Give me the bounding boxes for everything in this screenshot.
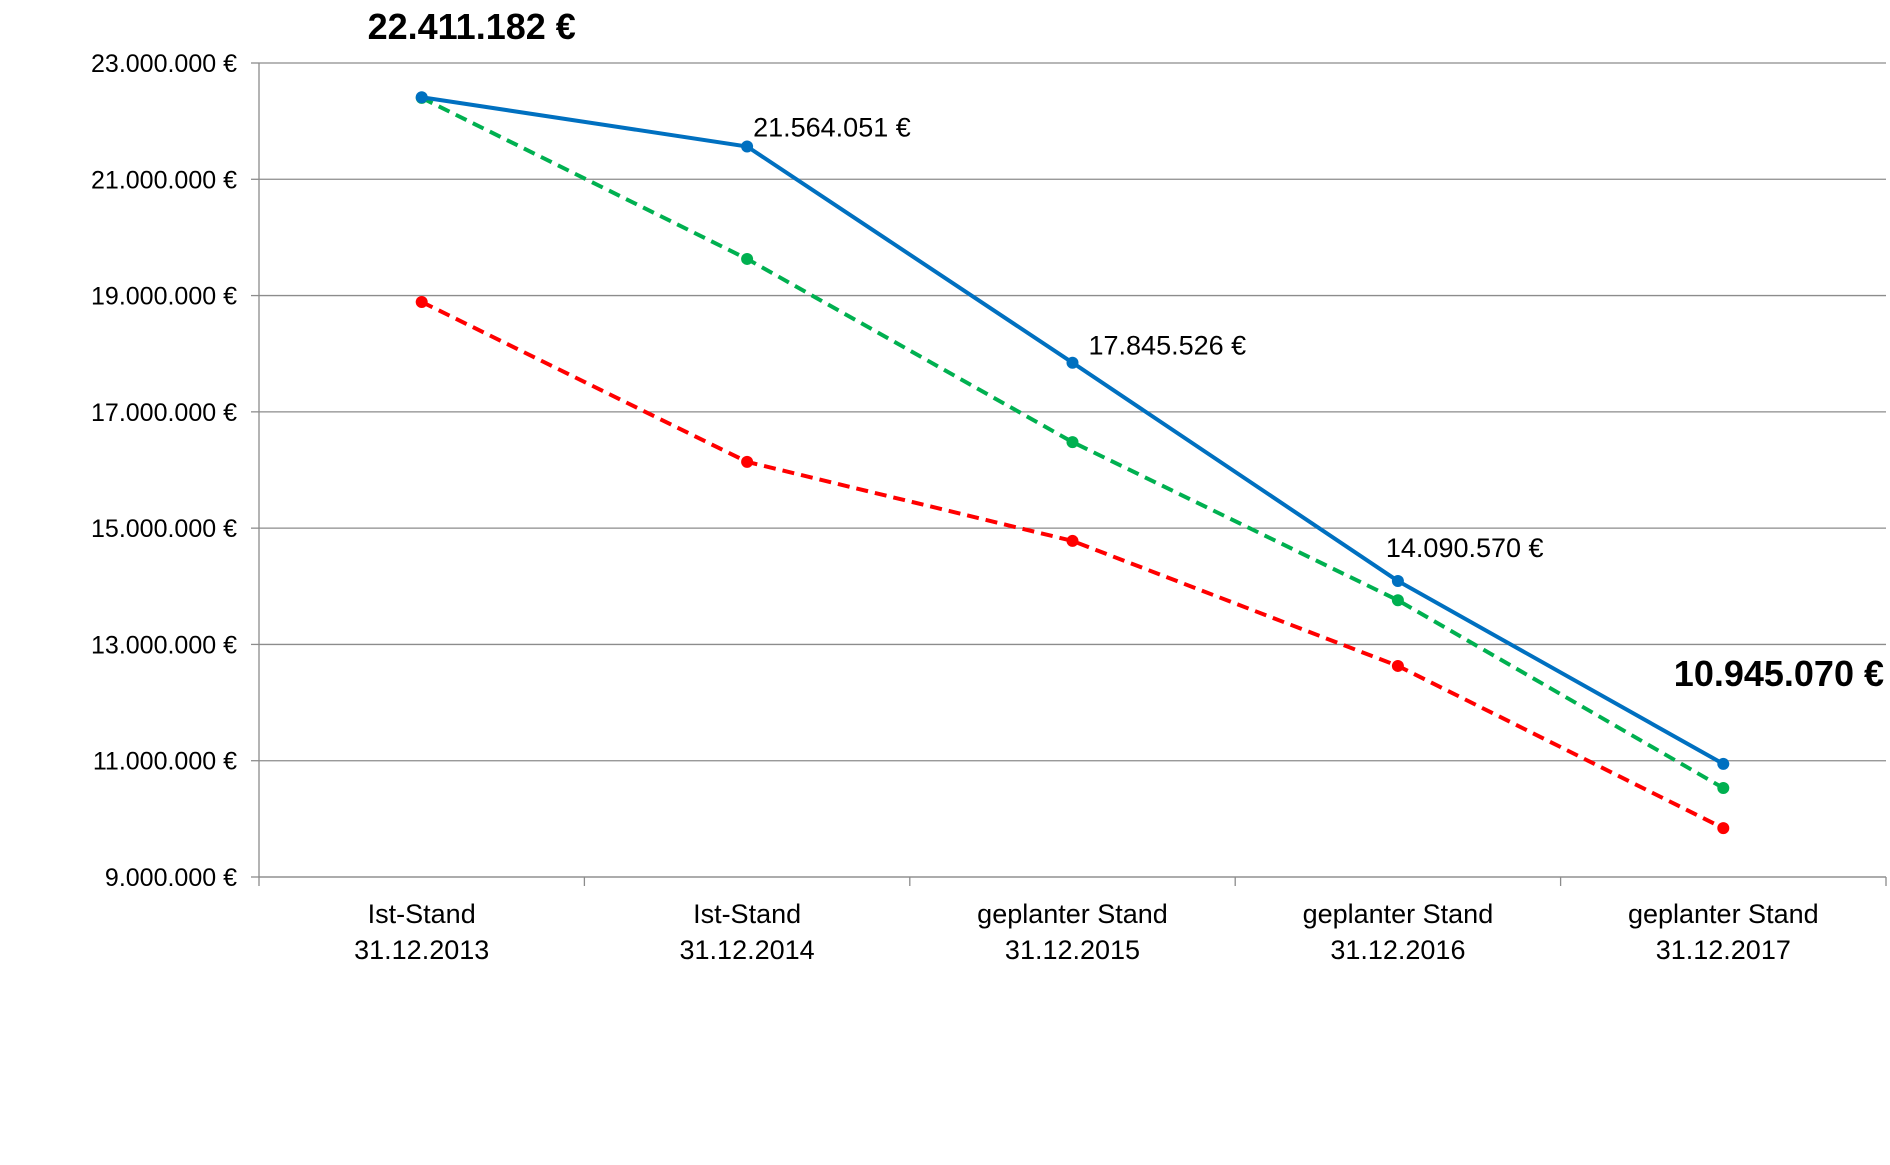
series-line <box>420 96 1725 790</box>
data-point <box>1066 534 1079 547</box>
x-tick-label: Ist-Stand <box>368 899 476 929</box>
data-point <box>741 455 754 468</box>
x-tick-label: Ist-Stand <box>693 899 801 929</box>
x-tick-label: 31.12.2014 <box>680 935 815 965</box>
series-line <box>421 95 1725 766</box>
data-label: 17.845.526 € <box>1089 331 1247 361</box>
data-point <box>1066 436 1079 449</box>
x-tick-label: 31.12.2013 <box>354 935 489 965</box>
x-tick-label: 31.12.2016 <box>1330 935 1465 965</box>
y-tick-label: 13.000.000 € <box>91 631 237 659</box>
y-tick-label: 23.000.000 € <box>91 50 237 78</box>
series-line <box>420 300 1725 830</box>
data-point <box>1391 594 1404 607</box>
data-point <box>1717 782 1730 795</box>
data-point <box>1391 575 1404 588</box>
data-label: 10.945.070 € <box>1674 653 1884 694</box>
data-point <box>1391 659 1404 672</box>
data-point <box>1066 356 1079 369</box>
x-tick-label: 31.12.2015 <box>1005 935 1140 965</box>
y-tick-label: 9.000.000 € <box>105 864 237 892</box>
y-tick-label: 19.000.000 € <box>91 283 237 311</box>
y-tick-label: 17.000.000 € <box>91 399 237 427</box>
x-tick-label: geplanter Stand <box>977 899 1168 929</box>
y-tick-label: 11.000.000 € <box>93 748 237 776</box>
data-point <box>415 295 428 308</box>
data-point <box>741 140 754 153</box>
data-point <box>1717 822 1730 835</box>
x-tick-label: geplanter Stand <box>1303 899 1494 929</box>
data-point <box>1717 757 1730 770</box>
y-tick-label: 21.000.000 € <box>91 166 237 194</box>
x-tick-label: geplanter Stand <box>1628 899 1819 929</box>
data-label: 22.411.182 € <box>368 6 576 47</box>
data-point <box>741 252 754 265</box>
data-label: 14.090.570 € <box>1386 533 1544 563</box>
x-tick-label: 31.12.2017 <box>1656 935 1791 965</box>
data-point <box>415 91 428 104</box>
data-label: 21.564.051 € <box>753 112 911 142</box>
y-tick-label: 15.000.000 € <box>91 515 237 543</box>
